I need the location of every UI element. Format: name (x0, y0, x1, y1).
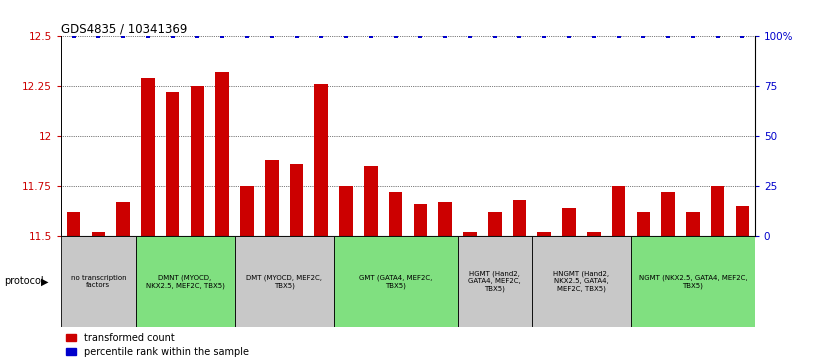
Bar (711, 186, 725, 236)
Bar (388, 192, 402, 236)
Bar (636, 212, 650, 236)
Bar (91, 232, 105, 236)
Bar (458, 236, 532, 327)
Bar (339, 186, 353, 236)
Bar (67, 212, 81, 236)
Bar (661, 192, 675, 236)
Text: NGMT (NKX2.5, GATA4, MEF2C,
TBX5): NGMT (NKX2.5, GATA4, MEF2C, TBX5) (639, 274, 747, 289)
Text: DMNT (MYOCD,
NKX2.5, MEF2C, TBX5): DMNT (MYOCD, NKX2.5, MEF2C, TBX5) (145, 274, 224, 289)
Bar (587, 232, 601, 236)
Bar (117, 202, 130, 236)
Text: no transcription
factors: no transcription factors (70, 274, 126, 288)
Bar (240, 186, 254, 236)
Bar (631, 236, 755, 327)
Text: HNGMT (Hand2,
NKX2.5, GATA4,
MEF2C, TBX5): HNGMT (Hand2, NKX2.5, GATA4, MEF2C, TBX5… (553, 270, 610, 292)
Bar (191, 86, 204, 236)
Text: GMT (GATA4, MEF2C,
TBX5): GMT (GATA4, MEF2C, TBX5) (359, 274, 432, 289)
Bar (532, 236, 631, 327)
Bar (265, 160, 278, 236)
Bar (215, 72, 229, 236)
Bar (135, 236, 235, 327)
Bar (512, 200, 526, 236)
Bar (488, 212, 502, 236)
Bar (438, 202, 452, 236)
Bar (314, 84, 328, 236)
Text: ▶: ▶ (41, 276, 48, 286)
Bar (414, 204, 428, 236)
Bar (686, 212, 699, 236)
Bar (166, 92, 180, 236)
Bar (538, 232, 551, 236)
Text: DMT (MYOCD, MEF2C,
TBX5): DMT (MYOCD, MEF2C, TBX5) (246, 274, 322, 289)
Legend: transformed count, percentile rank within the sample: transformed count, percentile rank withi… (66, 333, 249, 357)
Bar (61, 236, 135, 327)
Bar (612, 186, 625, 236)
Bar (141, 78, 155, 236)
Bar (562, 208, 576, 236)
Text: protocol: protocol (4, 276, 44, 286)
Bar (735, 206, 749, 236)
Bar (334, 236, 458, 327)
Text: HGMT (Hand2,
GATA4, MEF2C,
TBX5): HGMT (Hand2, GATA4, MEF2C, TBX5) (468, 270, 521, 292)
Bar (235, 236, 334, 327)
Bar (364, 166, 378, 236)
Text: GDS4835 / 10341369: GDS4835 / 10341369 (61, 22, 188, 35)
Bar (463, 232, 477, 236)
Bar (290, 164, 304, 236)
